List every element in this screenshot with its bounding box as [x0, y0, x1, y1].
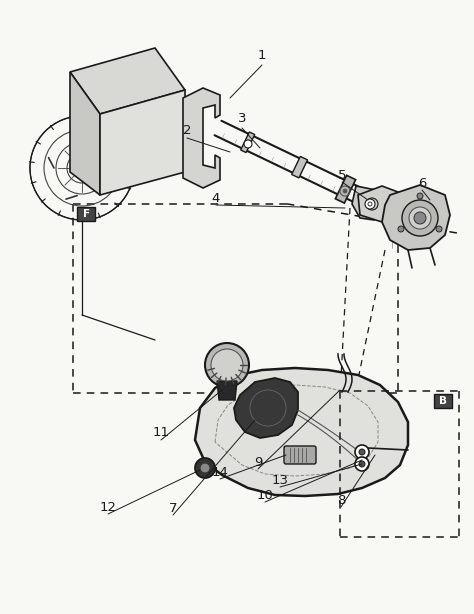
- Text: 6: 6: [418, 176, 426, 190]
- Circle shape: [205, 343, 249, 387]
- Text: 13: 13: [272, 473, 289, 486]
- Polygon shape: [336, 176, 356, 203]
- Circle shape: [195, 458, 215, 478]
- Polygon shape: [217, 381, 237, 400]
- Circle shape: [355, 457, 369, 471]
- Text: 3: 3: [238, 112, 246, 125]
- Polygon shape: [234, 378, 298, 438]
- Polygon shape: [195, 368, 408, 496]
- Circle shape: [200, 463, 210, 473]
- Text: F: F: [83, 209, 90, 219]
- Text: 4: 4: [212, 192, 220, 204]
- Circle shape: [211, 349, 243, 381]
- Text: 10: 10: [256, 489, 273, 502]
- Circle shape: [343, 189, 347, 193]
- Text: 8: 8: [337, 494, 345, 507]
- Polygon shape: [352, 186, 390, 220]
- Polygon shape: [241, 132, 255, 152]
- Circle shape: [409, 207, 431, 229]
- Circle shape: [414, 212, 426, 224]
- Text: 2: 2: [183, 123, 191, 136]
- Circle shape: [359, 449, 365, 455]
- Circle shape: [417, 193, 423, 199]
- FancyBboxPatch shape: [434, 394, 452, 408]
- Polygon shape: [183, 88, 220, 188]
- Circle shape: [398, 226, 404, 232]
- FancyBboxPatch shape: [77, 207, 95, 221]
- Circle shape: [244, 140, 252, 148]
- Circle shape: [359, 461, 365, 467]
- Circle shape: [402, 200, 438, 236]
- Polygon shape: [100, 90, 185, 195]
- Text: 11: 11: [153, 426, 170, 438]
- Circle shape: [355, 445, 369, 459]
- Polygon shape: [382, 185, 450, 250]
- Text: 12: 12: [100, 500, 117, 513]
- Polygon shape: [70, 48, 185, 114]
- Text: B: B: [439, 395, 447, 405]
- Circle shape: [365, 199, 375, 209]
- Polygon shape: [70, 72, 100, 195]
- Circle shape: [436, 226, 442, 232]
- Polygon shape: [358, 186, 400, 222]
- Text: 9: 9: [254, 456, 262, 468]
- Text: 1: 1: [258, 49, 266, 61]
- Text: 5: 5: [338, 168, 346, 182]
- FancyBboxPatch shape: [284, 446, 316, 464]
- Text: 14: 14: [211, 465, 228, 478]
- Polygon shape: [292, 157, 308, 178]
- Text: 7: 7: [169, 502, 177, 515]
